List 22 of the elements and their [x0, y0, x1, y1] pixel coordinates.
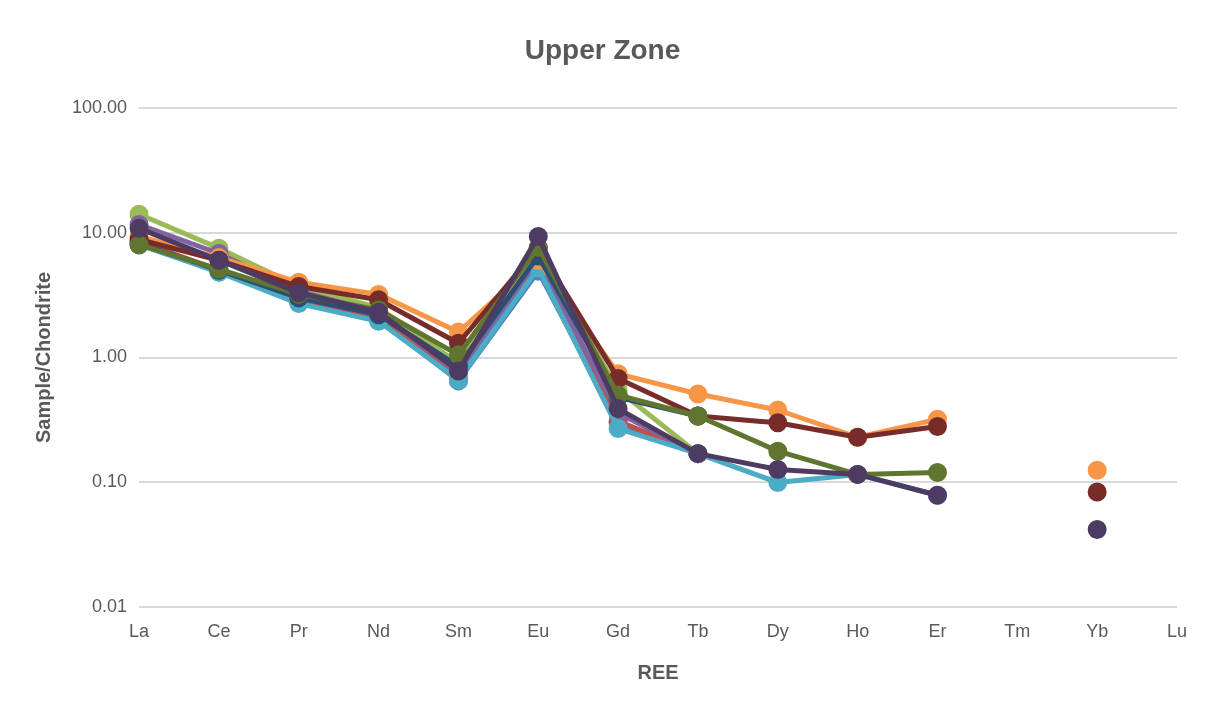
x-tick-label: Ho [846, 621, 870, 642]
x-tick-label: Lu [1166, 621, 1188, 642]
x-tick-label: Dy [766, 621, 789, 642]
y-tick-label: 0.01 [92, 596, 128, 617]
x-tick-label: Gd [606, 621, 631, 642]
x-axis-title: REE [637, 660, 679, 683]
x-tick-label: Nd [367, 621, 391, 642]
y-axis-title: Sample/Chondrite [31, 271, 54, 444]
x-tick-label: Tm [1004, 621, 1031, 642]
y-tick-label: 0.10 [92, 471, 128, 492]
x-tick-label: Tb [687, 621, 709, 642]
x-tick-label: La [129, 621, 151, 642]
x-tick-label: Yb [1086, 621, 1109, 642]
y-tick-label: 10.00 [82, 221, 128, 242]
x-tick-label: Ce [207, 621, 231, 642]
x-tick-label: Eu [527, 621, 550, 642]
x-tick-label: Er [928, 621, 947, 642]
y-tick-label: 100.00 [71, 96, 128, 117]
y-tick-label: 1.00 [92, 346, 128, 367]
chart-title: Upper Zone [524, 33, 681, 65]
x-tick-label: Sm [444, 621, 472, 642]
x-tick-label: Pr [289, 621, 308, 642]
